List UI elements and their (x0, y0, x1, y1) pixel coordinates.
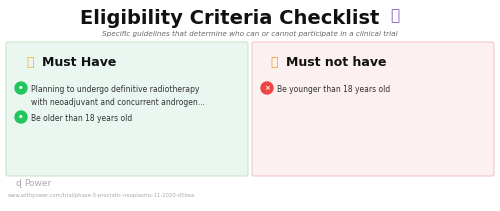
Text: Planning to undergo definitive radiotherapy
with neoadjuvant and concurrent andr: Planning to undergo definitive radiother… (31, 85, 205, 107)
Text: ●: ● (19, 115, 23, 119)
Text: ●: ● (19, 86, 23, 90)
Text: ɖ: ɖ (15, 180, 21, 188)
Text: 📋: 📋 (390, 8, 399, 23)
Text: Eligibility Criteria Checklist: Eligibility Criteria Checklist (80, 8, 380, 27)
Circle shape (261, 82, 273, 94)
Text: Must not have: Must not have (286, 55, 386, 69)
FancyBboxPatch shape (6, 42, 248, 176)
Text: Be older than 18 years old: Be older than 18 years old (31, 114, 132, 123)
Text: www.withpower.com/trial/phase-5-prostatic-neoplasms-11-2020-d5bea: www.withpower.com/trial/phase-5-prostati… (8, 193, 195, 199)
Text: 👍: 👍 (26, 55, 34, 69)
Text: Must Have: Must Have (42, 55, 117, 69)
Text: Be younger than 18 years old: Be younger than 18 years old (277, 85, 390, 94)
Circle shape (15, 111, 27, 123)
FancyBboxPatch shape (252, 42, 494, 176)
Text: Power: Power (24, 180, 52, 188)
Circle shape (15, 82, 27, 94)
Text: Specific guidelines that determine who can or cannot participate in a clinical t: Specific guidelines that determine who c… (102, 31, 398, 37)
Text: 👎: 👎 (270, 55, 278, 69)
Text: ×: × (264, 85, 270, 91)
